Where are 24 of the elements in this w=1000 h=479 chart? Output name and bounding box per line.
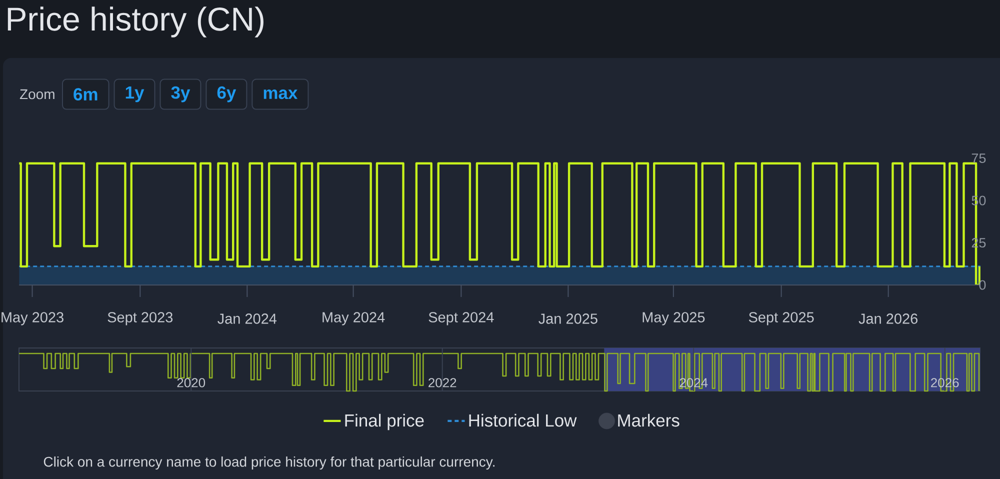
text: Click on a currency name to load price history for that particular currency. <box>44 456 494 470</box>
text: 6m <box>74 88 98 100</box>
text: 6y <box>217 86 236 102</box>
x-tick-label: May 2024 <box>322 312 385 326</box>
x-tick-label: Jan 2026 <box>858 314 918 324</box>
text: max <box>264 89 298 100</box>
text: 1y <box>126 86 144 102</box>
x-tick-label: Sept 2024 <box>428 312 494 326</box>
x-tick-label: Sept 2023 <box>108 312 173 326</box>
legend-label: Markers <box>618 414 680 427</box>
x-tick-label: Jan 2024 <box>218 314 277 324</box>
text: Zoom <box>20 89 54 100</box>
x-tick-label: May 2023 <box>2 312 64 326</box>
text: 3y <box>171 86 190 102</box>
y-tick-label: 0 <box>979 280 986 290</box>
legend-label: Historical Low <box>469 414 577 427</box>
legend-label: Final price <box>345 414 424 430</box>
x-tick-label: Sept 2025 <box>748 312 814 326</box>
x-tick-label: 2022 <box>428 378 456 388</box>
x-tick-label: Jan 2025 <box>538 314 598 324</box>
y-tick-label: 75 <box>972 154 986 164</box>
x-tick-label: May 2025 <box>642 312 705 326</box>
chart-title: Price history (CN) <box>8 6 264 38</box>
x-tick-label: 2020 <box>177 378 206 388</box>
